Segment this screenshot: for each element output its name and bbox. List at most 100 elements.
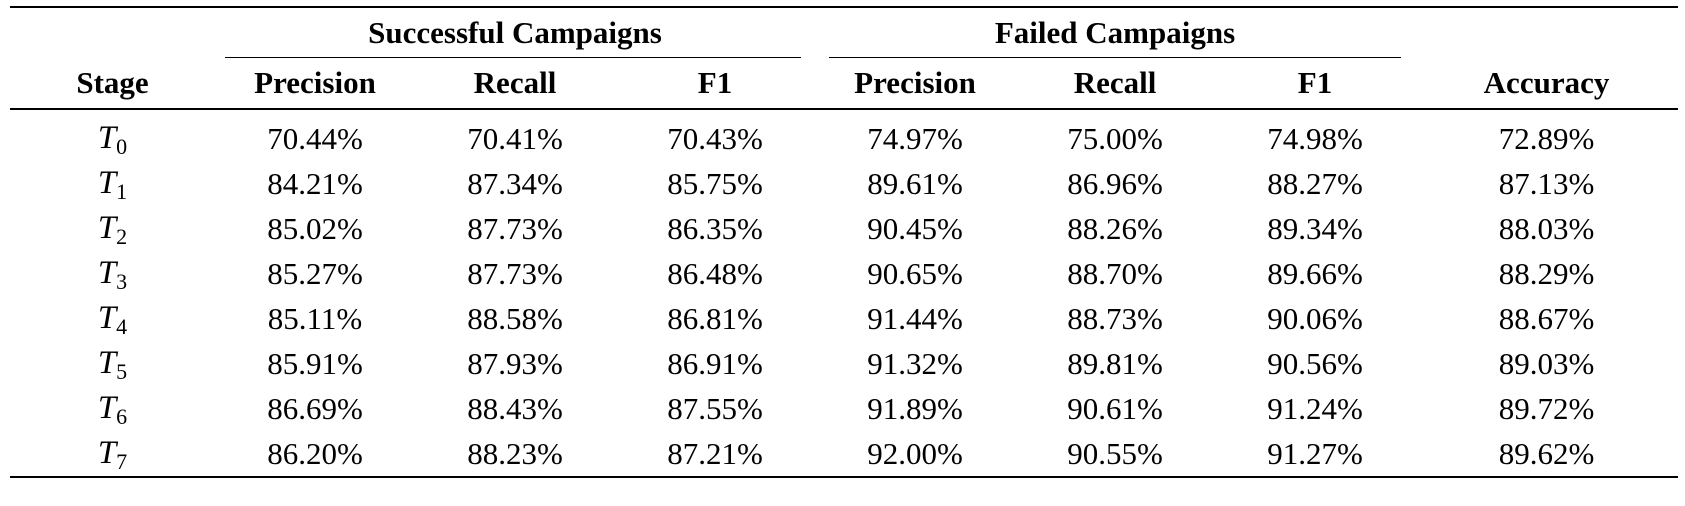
stage-cell: T4 [10, 296, 215, 341]
table-cell: 89.81% [1067, 345, 1163, 381]
group-header-row: Successful Campaigns Failed Campaigns [10, 7, 1679, 58]
table-cell: 90.65% [867, 255, 963, 291]
group-header-successful: Successful Campaigns [215, 7, 815, 58]
table-header: Successful Campaigns Failed Campaigns St… [10, 7, 1679, 109]
table-cell: 70.43% [667, 120, 763, 156]
stage-subscript: 1 [116, 179, 128, 204]
table-row: T2 85.02% 87.73% 86.35% 90.45% 88.26% 89.34% 88… [10, 206, 1678, 251]
table-cell: 88.29% [1498, 255, 1595, 291]
table-cell: 88.03% [1498, 210, 1595, 246]
stage-subscript: 2 [116, 224, 128, 249]
stage-subscript: 5 [116, 359, 128, 384]
table-cell: 87.73% [467, 210, 563, 246]
table-cell: 87.55% [667, 390, 763, 426]
table-cell: 87.13% [1498, 165, 1595, 201]
table-row: T5 85.91% 87.93% 86.91% 91.32% 89.81% 90.56% 89… [10, 341, 1678, 386]
stage-cell: T2 [10, 206, 215, 251]
table-cell: 72.89% [1498, 120, 1595, 156]
table-cell: 85.75% [667, 165, 763, 201]
table-cell: 88.43% [467, 390, 563, 426]
table-row: T4 85.11% 88.58% 86.81% 91.44% 88.73% 90.06% 88… [10, 296, 1678, 341]
table-cell: 87.34% [467, 165, 563, 201]
stage-cell: T3 [10, 251, 215, 296]
table-cell: 91.27% [1215, 431, 1416, 478]
stage-subscript: 0 [116, 134, 128, 159]
table-cell: 88.23% [415, 431, 615, 478]
column-header-stage: Stage [76, 65, 149, 100]
table-cell: 86.35% [667, 210, 763, 246]
table-cell: 88.26% [1067, 210, 1163, 246]
group-header-label: Failed Campaigns [994, 15, 1236, 50]
table-cell: 89.34% [1267, 210, 1363, 246]
table-cell: 88.58% [467, 300, 563, 336]
table-cell: 88.73% [1067, 300, 1163, 336]
table-cell: 91.44% [867, 300, 963, 336]
table-cell: 91.24% [1267, 390, 1363, 426]
results-table-container: Successful Campaigns Failed Campaigns St… [10, 6, 1679, 478]
stage-symbol: T [97, 300, 117, 336]
group-header-label: Successful Campaigns [368, 15, 662, 50]
table-cell: 86.20% [215, 431, 415, 478]
table-cell: 70.44% [267, 120, 363, 156]
table-cell: 86.96% [1067, 165, 1163, 201]
column-header-f1: F1 [1297, 65, 1333, 100]
table-cell: 88.70% [1067, 255, 1163, 291]
table-cell: 85.11% [267, 300, 363, 336]
column-header-precision: Precision [254, 65, 376, 100]
stage-cell: T6 [10, 386, 215, 431]
stage-subscript: 3 [116, 269, 128, 294]
table-cell: 85.91% [267, 345, 363, 381]
table-row: T6 86.69% 88.43% 87.55% 91.89% 90.61% 91.24% 89… [10, 386, 1678, 431]
column-header-row: Stage Precision Recall F1 Precision Reca… [10, 58, 1679, 109]
table-cell: 92.00% [815, 431, 1016, 478]
stage-symbol: T [97, 210, 117, 246]
table-cell: 74.97% [867, 120, 963, 156]
stage-subscript: 7 [116, 449, 128, 474]
table-cell: 88.27% [1267, 165, 1363, 201]
table-cell: 88.67% [1498, 300, 1595, 336]
table-cell: 89.66% [1267, 255, 1363, 291]
table-cell: 90.55% [1015, 431, 1216, 478]
table-cell: 89.61% [867, 165, 963, 201]
table-cell: 86.48% [667, 255, 763, 291]
column-header-precision: Precision [854, 65, 976, 100]
table-body: T0 70.44% 70.41% 70.43% 74.97% 75.00% 74.98% 72… [10, 109, 1679, 478]
table-row: T7 86.20% 88.23% 87.21% 92.00% 90.55% 91.27% 89… [10, 431, 1679, 478]
column-header-recall: Recall [1073, 65, 1157, 100]
table-cell: 91.32% [867, 345, 963, 381]
table-cell: 75.00% [1067, 120, 1163, 156]
table-cell: 85.02% [267, 210, 363, 246]
stage-cell: T5 [10, 341, 215, 386]
stage-symbol: T [97, 255, 117, 291]
table-cell: 70.41% [467, 120, 563, 156]
group-header-failed: Failed Campaigns [815, 7, 1415, 58]
table-cell: 87.93% [467, 345, 563, 381]
table-cell: 90.06% [1267, 300, 1363, 336]
table-row: T1 84.21% 87.34% 85.75% 89.61% 86.96% 88.27% 87… [10, 161, 1678, 206]
results-table: Successful Campaigns Failed Campaigns St… [10, 6, 1679, 478]
stage-symbol: T [97, 165, 117, 201]
column-header-recall: Recall [473, 65, 557, 100]
table-cell: 84.21% [267, 165, 363, 201]
stage-subscript: 6 [116, 404, 128, 429]
table-cell: 87.73% [467, 255, 563, 291]
column-header-f1: F1 [697, 65, 733, 100]
table-cell: 89.03% [1498, 345, 1595, 381]
stage-symbol: T [97, 435, 117, 471]
empty-header-cell [1415, 7, 1678, 58]
stage-subscript: 4 [116, 314, 128, 339]
table-cell: 86.91% [667, 345, 763, 381]
stage-cell: T1 [10, 161, 215, 206]
table-cell: 85.27% [267, 255, 363, 291]
table-cell: 90.45% [867, 210, 963, 246]
stage-symbol: T [97, 345, 117, 381]
group-rule [225, 57, 802, 58]
table-cell: 87.21% [615, 431, 816, 478]
table-cell: 89.62% [1415, 431, 1679, 478]
table-cell: 86.81% [667, 300, 763, 336]
column-header-accuracy: Accuracy [1483, 65, 1610, 100]
table-row: T3 85.27% 87.73% 86.48% 90.65% 88.70% 89.66% 88… [10, 251, 1678, 296]
stage-cell: T7 [10, 431, 215, 478]
table-cell: 90.56% [1267, 345, 1363, 381]
table-cell: 90.61% [1067, 390, 1163, 426]
